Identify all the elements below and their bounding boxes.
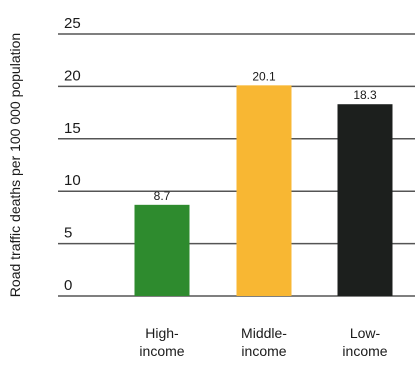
y-axis-ticks: 0 5 10 15 20 25 xyxy=(64,15,81,294)
bar-0 xyxy=(134,204,190,296)
value-label-0: 8.7 xyxy=(154,189,171,203)
bars xyxy=(134,85,393,297)
y-tick-label-10: 10 xyxy=(64,172,81,189)
bar-1 xyxy=(236,85,292,297)
x-axis-categories: High-income Middle-income Low-income xyxy=(139,325,387,359)
y-tick-label-25: 25 xyxy=(64,15,81,32)
y-tick-label-15: 15 xyxy=(64,120,81,137)
y-tick-label-5: 5 xyxy=(64,225,72,242)
bar-2 xyxy=(337,104,393,296)
value-labels: 8.7 20.1 18.3 xyxy=(154,69,377,202)
category-label-1-line1: Middle- xyxy=(241,325,287,341)
category-label-1-line2: income xyxy=(241,343,286,359)
category-label-0-line2: income xyxy=(139,343,184,359)
category-label-2-line1: Low- xyxy=(350,325,381,341)
y-axis-label: Road traffic deaths per 100 000 populati… xyxy=(7,33,23,297)
y-tick-label-0: 0 xyxy=(64,277,72,294)
value-label-1: 20.1 xyxy=(252,69,276,83)
category-label-2-line2: income xyxy=(342,343,387,359)
y-tick-label-20: 20 xyxy=(64,67,81,84)
category-label-0-line1: High- xyxy=(145,325,179,341)
value-label-2: 18.3 xyxy=(353,88,377,102)
